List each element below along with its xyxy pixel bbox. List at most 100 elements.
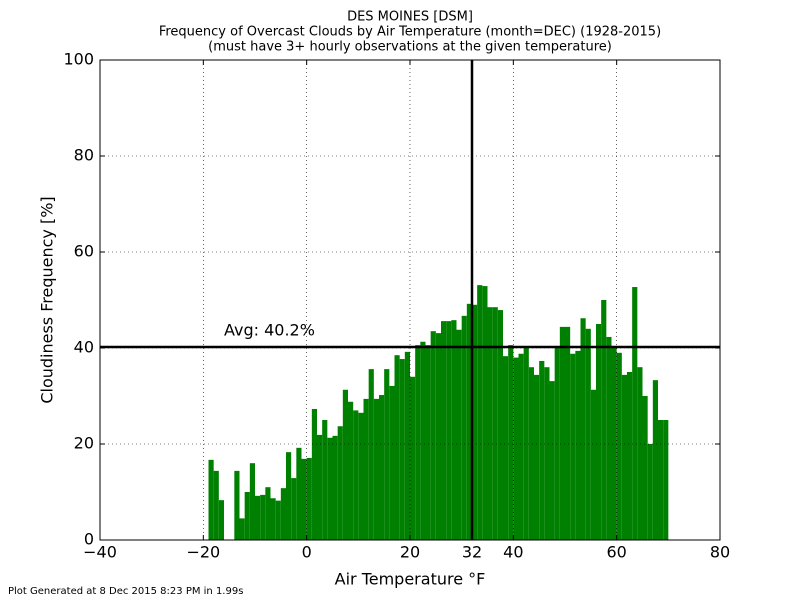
plot-frame — [99, 59, 721, 541]
bar — [404, 351, 410, 540]
chart-title: DES MOINES [DSM] — [347, 10, 473, 25]
bar — [508, 345, 514, 540]
bar — [466, 303, 472, 540]
bar — [446, 321, 452, 540]
bar — [415, 345, 421, 540]
bar — [430, 331, 436, 540]
y-tick-label: 40 — [74, 338, 94, 357]
bar — [523, 348, 529, 540]
bar — [647, 444, 653, 540]
bar — [658, 420, 664, 540]
bar — [549, 381, 555, 540]
bar — [275, 500, 281, 540]
bar — [596, 324, 602, 540]
bar — [394, 355, 400, 540]
footer: Plot Generated at 8 Dec 2015 8:23 PM in … — [8, 586, 243, 597]
bar — [456, 329, 462, 540]
bar — [373, 398, 379, 540]
bar — [239, 518, 245, 540]
bar — [554, 347, 560, 540]
bar — [606, 336, 612, 540]
x-tick-label: 40 — [503, 543, 523, 562]
bar — [663, 420, 669, 540]
bar — [291, 478, 297, 540]
bar — [492, 307, 498, 540]
bar — [208, 459, 214, 540]
bar — [585, 328, 591, 540]
bar — [601, 300, 607, 540]
bar — [482, 286, 488, 540]
bar — [368, 369, 374, 540]
x-tick-label: 60 — [606, 543, 626, 562]
bar — [528, 367, 534, 540]
bar — [265, 487, 271, 540]
bar — [337, 426, 343, 540]
bar — [632, 287, 638, 540]
bar — [270, 498, 276, 540]
bar — [317, 434, 323, 540]
bar — [477, 285, 483, 540]
bar — [616, 352, 622, 540]
bar — [306, 457, 312, 540]
x-tick-label: 0 — [302, 543, 312, 562]
bar — [363, 398, 369, 540]
bar — [249, 463, 255, 540]
bar — [637, 367, 643, 540]
bar — [544, 367, 550, 540]
bar — [627, 372, 633, 540]
x-tick-label: −40 — [83, 543, 117, 562]
y-tick-label: 0 — [84, 530, 94, 549]
y-tick-label: 20 — [74, 434, 94, 453]
average-label: Avg: 40.2% — [224, 321, 315, 340]
bar — [425, 345, 431, 540]
bar — [461, 315, 467, 540]
x-tick-label: 80 — [710, 543, 730, 562]
bar — [518, 353, 524, 540]
x-tick-label: −20 — [186, 543, 220, 562]
bar — [503, 356, 509, 540]
bar — [384, 369, 390, 540]
x-axis-label: Air Temperature °F — [335, 570, 486, 589]
bar — [280, 488, 286, 540]
bar — [286, 452, 292, 540]
bar — [234, 470, 240, 540]
y-tick-label: 100 — [63, 50, 94, 69]
bar — [590, 389, 596, 540]
bar — [487, 307, 493, 540]
x-tick-label: 32 — [462, 543, 482, 562]
bar — [420, 341, 426, 540]
bar — [353, 410, 359, 540]
y-tick-label: 80 — [74, 146, 94, 165]
bar — [213, 470, 219, 540]
bar — [260, 494, 266, 540]
bar — [410, 376, 416, 540]
bar — [301, 458, 307, 540]
bar — [539, 360, 545, 540]
bar — [472, 304, 478, 540]
bar — [379, 395, 385, 540]
bar — [322, 420, 328, 540]
y-axis-label: Cloudiness Frequency [%] — [38, 196, 57, 403]
bar — [575, 350, 581, 540]
bar — [399, 359, 405, 540]
chart-title: (must have 3+ hourly observations at the… — [208, 40, 612, 55]
bar — [296, 447, 302, 540]
bar — [451, 320, 457, 540]
bar — [435, 333, 441, 540]
bar — [255, 495, 261, 540]
bar — [358, 412, 364, 540]
bar — [534, 374, 540, 540]
bar — [342, 389, 348, 540]
x-tick-label: 20 — [400, 543, 420, 562]
bar — [441, 321, 447, 540]
bar — [621, 374, 627, 540]
bar — [652, 380, 658, 540]
bar — [565, 326, 571, 540]
bar — [642, 396, 648, 540]
chart-title: Frequency of Overcast Clouds by Air Temp… — [159, 25, 661, 40]
bar — [327, 437, 333, 540]
bar — [497, 310, 503, 540]
bar — [311, 408, 317, 540]
bar — [244, 492, 250, 540]
